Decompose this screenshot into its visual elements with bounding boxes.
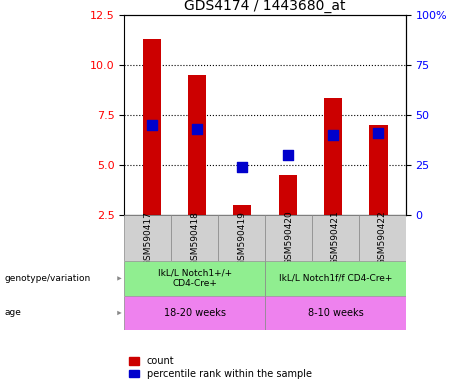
FancyBboxPatch shape <box>265 296 406 330</box>
FancyBboxPatch shape <box>124 261 265 296</box>
Text: IkL/L Notch1f/f CD4-Cre+: IkL/L Notch1f/f CD4-Cre+ <box>279 274 392 283</box>
Bar <box>233 205 251 215</box>
Bar <box>142 39 161 215</box>
Point <box>330 132 337 138</box>
Bar <box>324 98 342 215</box>
Legend: count, percentile rank within the sample: count, percentile rank within the sample <box>130 356 312 379</box>
Text: IkL/L Notch1+/+
CD4-Cre+: IkL/L Notch1+/+ CD4-Cre+ <box>158 268 232 288</box>
Point <box>148 122 155 128</box>
Text: GSM590420: GSM590420 <box>284 211 293 265</box>
Text: GSM590421: GSM590421 <box>331 211 340 265</box>
FancyBboxPatch shape <box>124 296 265 330</box>
Bar <box>279 175 297 215</box>
FancyBboxPatch shape <box>218 215 265 261</box>
FancyBboxPatch shape <box>265 215 312 261</box>
Text: genotype/variation: genotype/variation <box>5 274 91 283</box>
Text: 8-10 weeks: 8-10 weeks <box>307 308 363 318</box>
Point <box>239 164 246 170</box>
FancyBboxPatch shape <box>312 215 359 261</box>
FancyBboxPatch shape <box>359 215 406 261</box>
Text: GSM590418: GSM590418 <box>190 211 199 265</box>
Point <box>284 152 291 158</box>
Bar <box>188 75 206 215</box>
Text: GSM590419: GSM590419 <box>237 211 246 265</box>
Point <box>193 126 201 132</box>
FancyBboxPatch shape <box>265 261 406 296</box>
Title: GDS4174 / 1443680_at: GDS4174 / 1443680_at <box>184 0 346 13</box>
Bar <box>369 125 388 215</box>
FancyBboxPatch shape <box>171 215 218 261</box>
Point <box>375 130 382 136</box>
Text: age: age <box>5 308 22 318</box>
Text: GSM590417: GSM590417 <box>143 211 153 265</box>
Text: 18-20 weeks: 18-20 weeks <box>164 308 226 318</box>
FancyBboxPatch shape <box>124 215 171 261</box>
Text: GSM590422: GSM590422 <box>378 211 387 265</box>
